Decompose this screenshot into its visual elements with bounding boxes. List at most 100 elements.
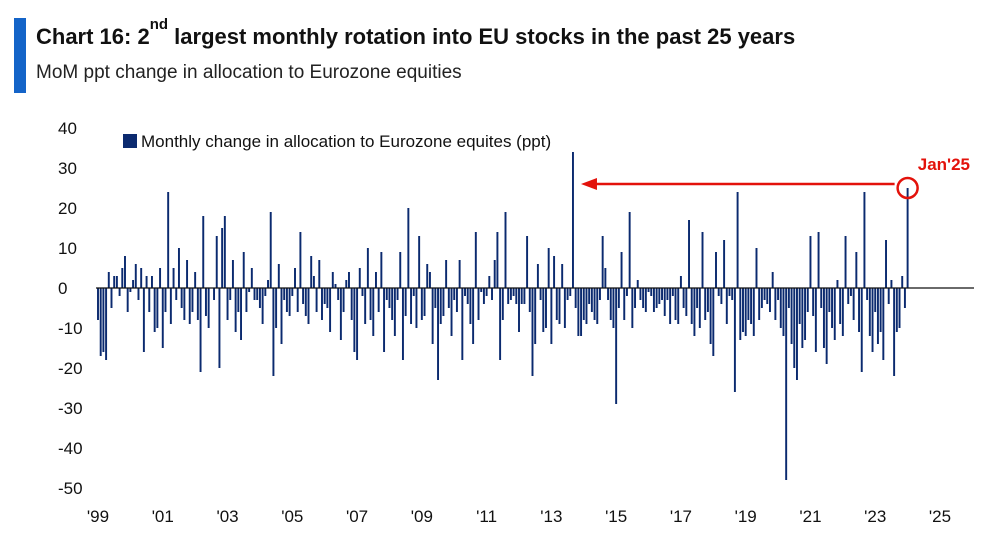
bar [466,288,469,304]
bar [709,288,712,344]
bar [356,288,359,360]
bar [288,288,291,316]
bar [499,288,502,360]
bar [134,264,137,288]
bar [437,288,440,380]
bar [590,288,593,312]
bar [167,192,170,288]
bar [766,288,769,304]
bar [110,288,113,308]
bar [245,288,248,312]
bar [331,272,334,288]
bar [477,288,480,320]
bar [380,252,383,288]
bar [723,240,726,288]
bar [515,288,518,304]
bar [804,288,807,340]
bar [345,280,348,288]
bar [142,288,145,352]
bar [563,288,566,328]
x-tick-label: '25 [929,507,951,526]
bar [601,236,604,288]
bar [715,252,717,288]
bar [609,288,612,320]
bar [717,288,720,296]
bar [453,288,456,300]
bar [847,288,850,304]
bar [304,288,307,316]
legend: Monthly change in allocation to Eurozone… [123,132,551,151]
bar [482,288,485,304]
bar [434,288,437,308]
bar [342,288,345,312]
bar [161,288,164,348]
bar [769,288,771,312]
bar [102,288,105,352]
annotation-label: Jan'25 [918,155,970,174]
bar [177,248,180,288]
bar [736,192,739,288]
bar [690,288,693,324]
bar [385,288,388,300]
bar [518,288,520,332]
bar [831,288,834,328]
bar [334,284,337,288]
bar [693,288,696,336]
bar [698,288,701,328]
bar [658,288,661,304]
x-tick-label: '23 [864,507,886,526]
bar [401,288,404,360]
bar [159,268,162,288]
bar [566,288,569,300]
annotation-arrowhead [580,178,597,190]
bar [639,288,642,300]
bar [758,288,761,320]
bar [353,288,356,352]
bar [855,252,858,288]
bar [623,288,626,320]
bar [426,264,429,288]
y-axis: 40 30 20 10 0 -10 -20 -30 -40 -50 [58,119,83,498]
bar [404,288,407,316]
bar [782,288,785,336]
bar [882,288,885,360]
bar [906,188,909,288]
x-tick-label: '11 [476,507,497,526]
bar [733,288,736,392]
bar [480,288,483,292]
bar [299,232,302,288]
bar [739,288,742,340]
bar [240,288,242,340]
x-tick-label: '07 [346,507,368,526]
bar [269,212,272,288]
bar [887,288,890,304]
bar [231,260,234,288]
bar [520,288,523,304]
x-tick-label: '01 [152,507,174,526]
bar [221,228,224,288]
bar [833,288,836,340]
bar [669,288,672,324]
bar [399,252,402,288]
bar [820,288,823,308]
bar [445,260,448,288]
y-tick-label: -20 [58,359,83,378]
bar [248,288,251,292]
bar [213,288,216,300]
bar [215,236,218,288]
bar [261,288,264,324]
bar [701,232,704,288]
bar [731,288,734,300]
y-tick-label: 10 [58,239,77,258]
bar [364,288,367,324]
bar [126,288,129,312]
bar [105,288,108,360]
annotation-circle [896,176,919,200]
bar [650,288,653,296]
bar [156,288,159,328]
bar [202,216,205,288]
bar [369,288,372,320]
bar [903,288,906,308]
bar [598,288,601,300]
bar [323,288,326,304]
